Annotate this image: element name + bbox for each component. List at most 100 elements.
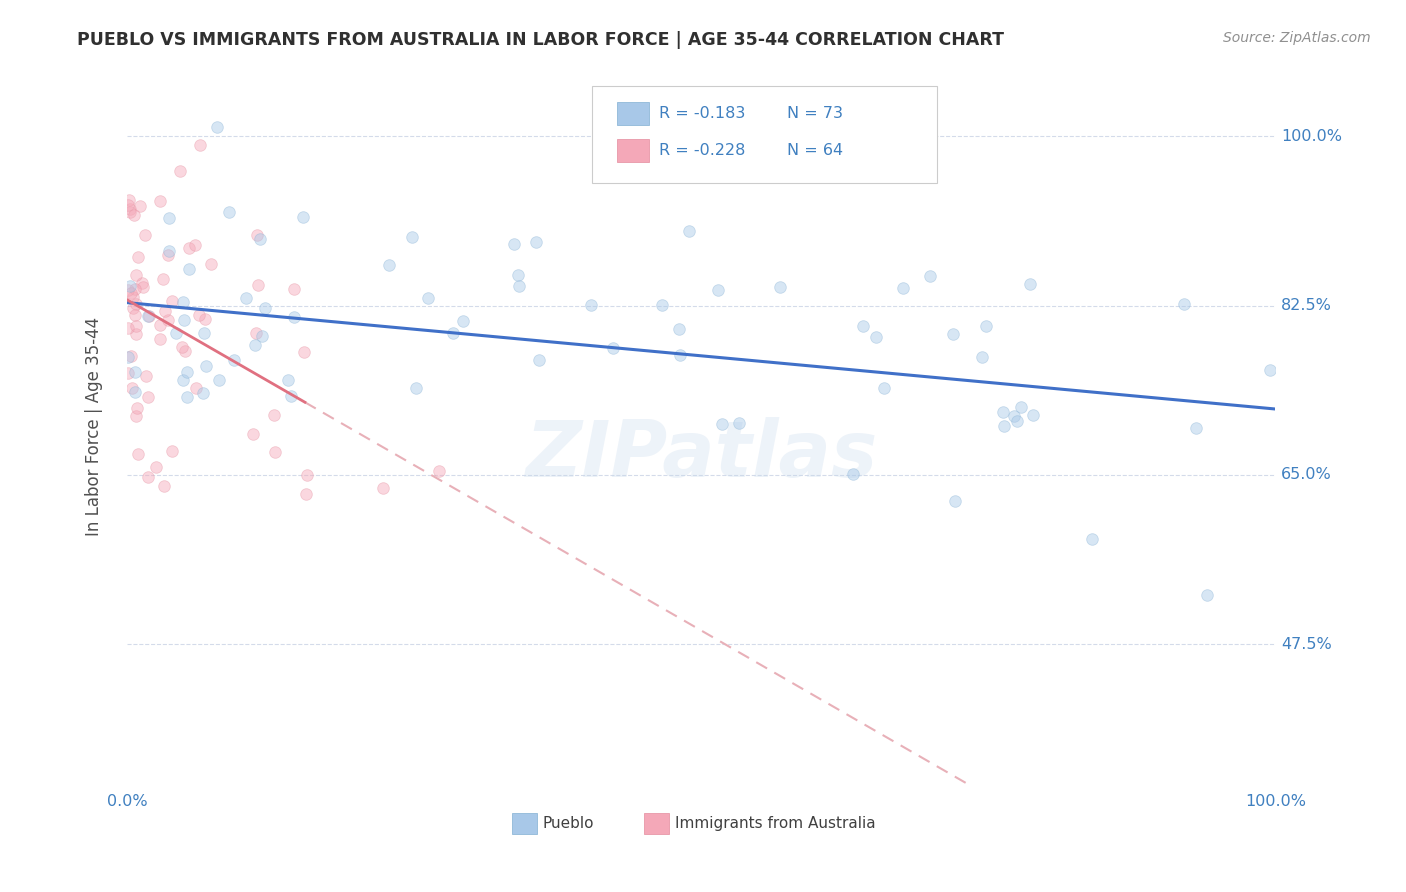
Point: [128, 198, 150, 212]
Point: [993, 418, 1015, 433]
Point: [918, 268, 941, 283]
Text: R = -0.183: R = -0.183: [658, 106, 745, 121]
Point: [280, 388, 302, 402]
Point: [157, 211, 180, 226]
Point: [122, 208, 145, 222]
Point: [508, 278, 530, 293]
Point: [728, 416, 751, 430]
Point: [1002, 409, 1025, 424]
Point: [170, 340, 193, 354]
Point: [121, 381, 143, 395]
Bar: [644, 813, 669, 834]
Point: [135, 368, 157, 383]
Point: [852, 318, 875, 333]
Point: [160, 294, 183, 309]
Point: [118, 193, 141, 207]
Point: [131, 277, 153, 291]
Point: [602, 341, 624, 355]
Point: [768, 280, 790, 294]
Point: [451, 314, 474, 328]
Point: [165, 326, 187, 340]
Point: [292, 345, 315, 359]
Point: [291, 210, 314, 224]
Point: [187, 308, 209, 322]
Point: [152, 479, 174, 493]
Point: [153, 304, 176, 318]
Point: [149, 318, 172, 333]
Point: [172, 295, 194, 310]
Text: N = 73: N = 73: [787, 106, 844, 121]
Point: [124, 318, 146, 333]
Point: [506, 268, 529, 283]
Point: [157, 313, 180, 327]
Point: [1173, 297, 1195, 311]
Point: [136, 391, 159, 405]
Point: [117, 350, 139, 364]
Point: [249, 232, 271, 246]
Point: [194, 359, 217, 373]
Point: [1185, 421, 1208, 435]
Point: [1022, 409, 1045, 423]
Point: [865, 330, 887, 344]
Point: [124, 308, 146, 322]
Text: N = 64: N = 64: [787, 144, 844, 159]
Text: PUEBLO VS IMMIGRANTS FROM AUSTRALIA IN LABOR FORCE | AGE 35-44 CORRELATION CHART: PUEBLO VS IMMIGRANTS FROM AUSTRALIA IN L…: [77, 31, 1004, 49]
Point: [246, 277, 269, 292]
Point: [711, 417, 734, 431]
Point: [173, 343, 195, 358]
Point: [125, 268, 148, 283]
Point: [503, 237, 526, 252]
Point: [124, 384, 146, 399]
Point: [371, 481, 394, 495]
Point: [176, 390, 198, 404]
Point: [263, 444, 285, 458]
Text: Pueblo: Pueblo: [543, 816, 595, 831]
Point: [149, 194, 172, 208]
Point: [222, 353, 245, 368]
Point: [529, 352, 551, 367]
Point: [138, 309, 160, 323]
Point: [136, 470, 159, 484]
Text: 65.0%: 65.0%: [1281, 467, 1331, 483]
Point: [177, 262, 200, 277]
Point: [245, 326, 267, 340]
Point: [526, 235, 548, 249]
Point: [427, 464, 450, 478]
Point: [405, 381, 427, 395]
Point: [579, 298, 602, 312]
Point: [1010, 400, 1032, 414]
Point: [117, 367, 139, 381]
Point: [976, 319, 998, 334]
Point: [942, 327, 965, 342]
Point: [294, 487, 316, 501]
Text: Immigrants from Australia: Immigrants from Australia: [675, 816, 876, 831]
Point: [120, 202, 142, 216]
Point: [125, 326, 148, 341]
Point: [200, 257, 222, 271]
Point: [117, 198, 139, 212]
Text: Source: ZipAtlas.com: Source: ZipAtlas.com: [1223, 31, 1371, 45]
Text: 82.5%: 82.5%: [1281, 298, 1331, 313]
Bar: [617, 103, 650, 125]
Point: [242, 427, 264, 442]
FancyBboxPatch shape: [592, 87, 936, 183]
Point: [179, 241, 201, 255]
Text: R = -0.228: R = -0.228: [658, 144, 745, 159]
Point: [194, 312, 217, 326]
Point: [678, 224, 700, 238]
Point: [669, 348, 692, 362]
Point: [1080, 532, 1102, 546]
Point: [651, 298, 673, 312]
Point: [378, 259, 401, 273]
Point: [254, 301, 277, 315]
Point: [193, 386, 215, 401]
Text: 100.0%: 100.0%: [1281, 128, 1343, 144]
Y-axis label: In Labor Force | Age 35-44: In Labor Force | Age 35-44: [86, 317, 103, 536]
Point: [218, 204, 240, 219]
Point: [1018, 277, 1040, 292]
Point: [1195, 588, 1218, 602]
Point: [283, 310, 305, 325]
Text: ZIPatlas: ZIPatlas: [524, 417, 877, 493]
Point: [120, 349, 142, 363]
Point: [972, 350, 994, 364]
